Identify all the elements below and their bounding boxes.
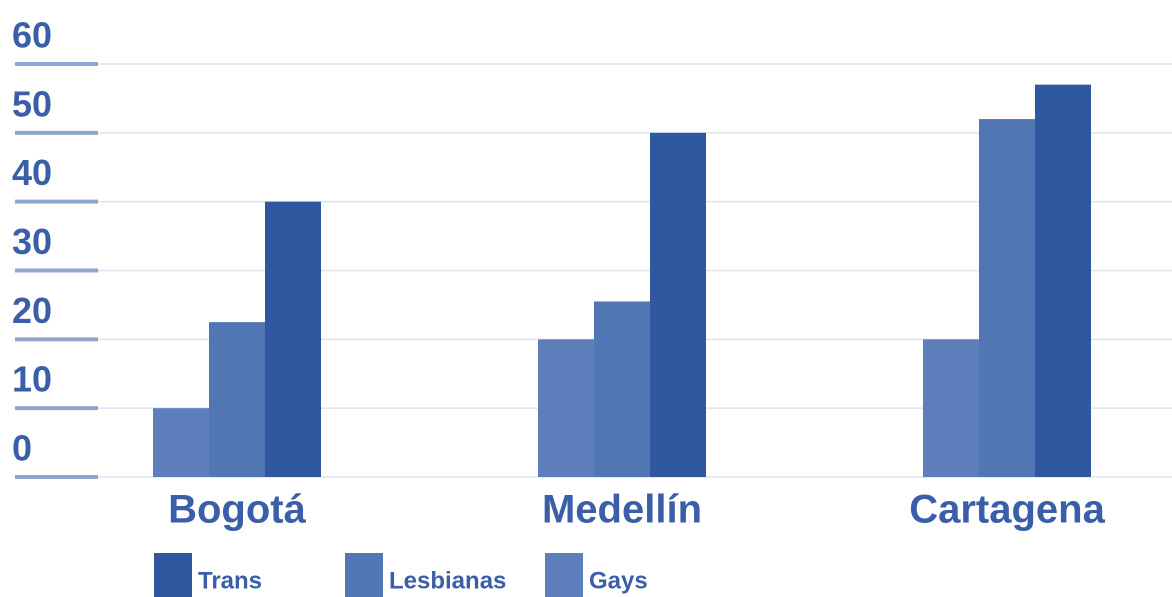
bar [538,339,594,477]
x-tick-label: Bogotá [168,488,307,532]
x-tick-label: Medellín [542,488,702,532]
bar [650,132,706,478]
y-tick-label: 30 [12,221,52,262]
legend-label: Trans [198,567,262,594]
legend-label: Gays [589,567,648,594]
legend-swatch [545,553,583,597]
y-tick-label: 0 [12,428,32,469]
bar [265,201,321,477]
bar [209,322,265,477]
y-tick-label: 40 [12,152,52,193]
bar [594,301,650,477]
legend-swatch [154,553,192,597]
legend-label: Lesbianas [389,567,506,594]
bar [923,339,979,477]
x-tick-label: Cartagena [909,488,1105,532]
y-tick-label: 50 [12,83,52,124]
bar [979,119,1035,478]
bar [1035,84,1091,478]
y-tick-label: 20 [12,290,52,331]
y-tick-label: 10 [12,359,52,400]
bar [153,408,209,477]
y-tick-label: 60 [12,15,52,56]
legend-swatch [345,553,383,597]
